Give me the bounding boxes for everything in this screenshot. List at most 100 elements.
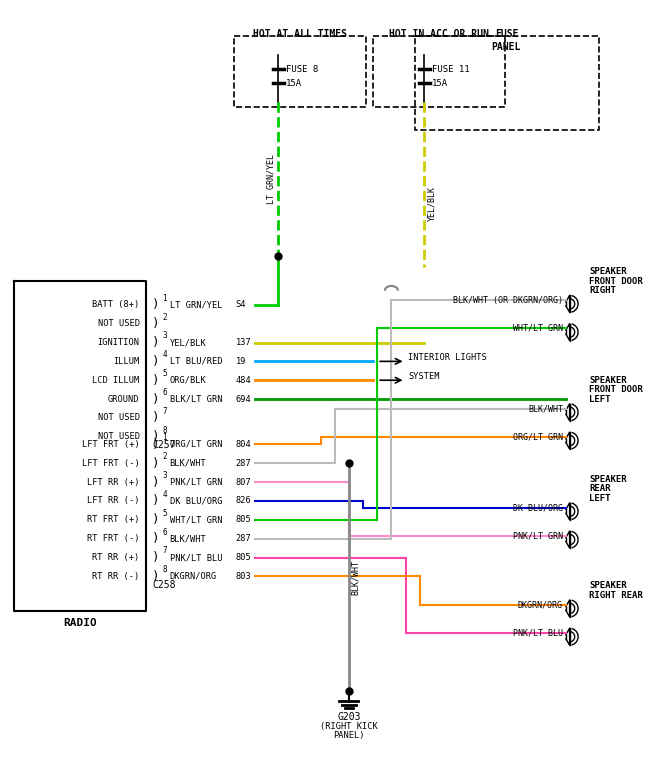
Text: LT GRN/YEL: LT GRN/YEL <box>170 300 223 310</box>
Text: GROUND: GROUND <box>108 395 139 404</box>
Text: ): ) <box>152 317 159 330</box>
Text: NOT USED: NOT USED <box>97 432 139 442</box>
Text: 8: 8 <box>162 565 167 574</box>
Text: IGNITION: IGNITION <box>97 338 139 347</box>
Text: C258: C258 <box>153 580 176 590</box>
Text: 15A: 15A <box>286 78 302 88</box>
Text: PNK/LT BLU: PNK/LT BLU <box>170 553 223 562</box>
Text: RIGHT REAR: RIGHT REAR <box>590 591 643 600</box>
Text: BLK/LT GRN: BLK/LT GRN <box>170 395 223 404</box>
Text: 7: 7 <box>162 546 167 555</box>
Text: RT FRT (+): RT FRT (+) <box>87 515 139 525</box>
Text: ): ) <box>152 430 159 443</box>
Text: 2: 2 <box>162 452 167 461</box>
Text: LT BLU/RED: LT BLU/RED <box>170 357 223 366</box>
Text: G203: G203 <box>337 712 361 722</box>
Text: DKGRN/ORG: DKGRN/ORG <box>170 572 217 581</box>
Text: 5: 5 <box>162 369 167 378</box>
Text: LT GRN/YEL: LT GRN/YEL <box>266 154 275 204</box>
Text: PANEL): PANEL) <box>333 731 364 740</box>
Text: HOT AT ALL TIMES: HOT AT ALL TIMES <box>253 29 347 39</box>
Text: RT RR (-): RT RR (-) <box>92 572 139 581</box>
Text: ): ) <box>152 374 159 387</box>
Text: ): ) <box>152 438 159 451</box>
Text: LFT FRT (-): LFT FRT (-) <box>82 458 139 468</box>
Text: 2: 2 <box>162 313 167 322</box>
Text: NOT USED: NOT USED <box>97 413 139 422</box>
Text: NOT USED: NOT USED <box>97 319 139 328</box>
Text: 805: 805 <box>236 553 252 562</box>
Text: 1: 1 <box>162 293 167 303</box>
Text: 4: 4 <box>162 350 167 359</box>
Text: FRONT DOOR: FRONT DOOR <box>590 276 643 286</box>
Text: LEFT: LEFT <box>590 494 611 502</box>
Text: WHT/LT GRN: WHT/LT GRN <box>170 515 223 525</box>
Text: C257: C257 <box>153 440 176 450</box>
Text: ): ) <box>152 532 159 545</box>
Text: 805: 805 <box>236 515 252 525</box>
Text: SPEAKER: SPEAKER <box>590 267 627 276</box>
Text: ): ) <box>152 495 159 508</box>
Text: 804: 804 <box>236 440 252 449</box>
Text: BATT (8+): BATT (8+) <box>92 300 139 310</box>
Text: PNK/LT GRN: PNK/LT GRN <box>170 478 223 487</box>
Text: 5: 5 <box>162 508 167 518</box>
Text: ): ) <box>152 355 159 368</box>
Text: RIGHT: RIGHT <box>590 286 616 295</box>
Text: FUSE 8: FUSE 8 <box>286 65 318 74</box>
Text: 1: 1 <box>162 433 167 442</box>
Text: ILLUM: ILLUM <box>114 357 139 366</box>
Text: 484: 484 <box>236 376 252 385</box>
Text: 19: 19 <box>236 357 246 366</box>
Text: LFT RR (+): LFT RR (+) <box>87 478 139 487</box>
Text: SPEAKER: SPEAKER <box>590 581 627 591</box>
Text: LFT RR (-): LFT RR (-) <box>87 496 139 505</box>
Text: 287: 287 <box>236 535 252 543</box>
Text: ): ) <box>152 412 159 425</box>
Text: BLK/WHT: BLK/WHT <box>170 535 206 543</box>
Text: YEL/BLK: YEL/BLK <box>170 338 206 347</box>
Text: LFT FRT (+): LFT FRT (+) <box>82 440 139 449</box>
Text: ): ) <box>152 457 159 470</box>
Text: 15A: 15A <box>432 78 448 88</box>
Text: 6: 6 <box>162 528 167 537</box>
Text: BLK/WHT: BLK/WHT <box>528 404 563 413</box>
Text: DKGRN/ORG: DKGRN/ORG <box>518 600 563 609</box>
Text: S4: S4 <box>236 300 246 310</box>
Text: 3: 3 <box>162 471 167 480</box>
Text: 137: 137 <box>236 338 252 347</box>
Text: 3: 3 <box>162 332 167 340</box>
Text: 826: 826 <box>236 496 252 505</box>
Text: ): ) <box>152 570 159 583</box>
Text: INTERIOR LIGHTS: INTERIOR LIGHTS <box>408 353 487 362</box>
Text: FUSE 11: FUSE 11 <box>432 65 470 74</box>
Text: 8: 8 <box>162 425 167 435</box>
Text: RT RR (+): RT RR (+) <box>92 553 139 562</box>
Text: ): ) <box>152 336 159 349</box>
Text: SYSTEM: SYSTEM <box>408 372 440 381</box>
Text: DK BLU/ORG: DK BLU/ORG <box>170 496 223 505</box>
Text: ): ) <box>152 475 159 488</box>
Text: 803: 803 <box>236 572 252 581</box>
Text: ): ) <box>152 513 159 526</box>
Text: ORG/BLK: ORG/BLK <box>170 376 206 385</box>
Text: SPEAKER: SPEAKER <box>590 376 627 385</box>
Text: REAR: REAR <box>590 484 611 493</box>
Text: PNK/LT GRN: PNK/LT GRN <box>513 531 563 541</box>
Text: 7: 7 <box>162 407 167 415</box>
Text: BLK/WHT: BLK/WHT <box>351 560 360 595</box>
Text: PNK/LT BLU: PNK/LT BLU <box>513 628 563 637</box>
Text: 807: 807 <box>236 478 252 487</box>
Text: ORG/LT GRN: ORG/LT GRN <box>513 432 563 442</box>
Text: RT FRT (-): RT FRT (-) <box>87 535 139 543</box>
Text: LEFT: LEFT <box>590 395 611 404</box>
Text: 6: 6 <box>162 388 167 397</box>
Text: ): ) <box>152 392 159 406</box>
Text: BLK/WHT: BLK/WHT <box>170 458 206 468</box>
Text: ORG/LT GRN: ORG/LT GRN <box>170 440 223 449</box>
Text: HOT IN ACC OR RUN: HOT IN ACC OR RUN <box>388 29 488 39</box>
Text: ): ) <box>152 298 159 311</box>
Text: DK BLU/ORG: DK BLU/ORG <box>513 503 563 512</box>
Text: LCD ILLUM: LCD ILLUM <box>92 376 139 385</box>
Text: SPEAKER: SPEAKER <box>590 475 627 484</box>
